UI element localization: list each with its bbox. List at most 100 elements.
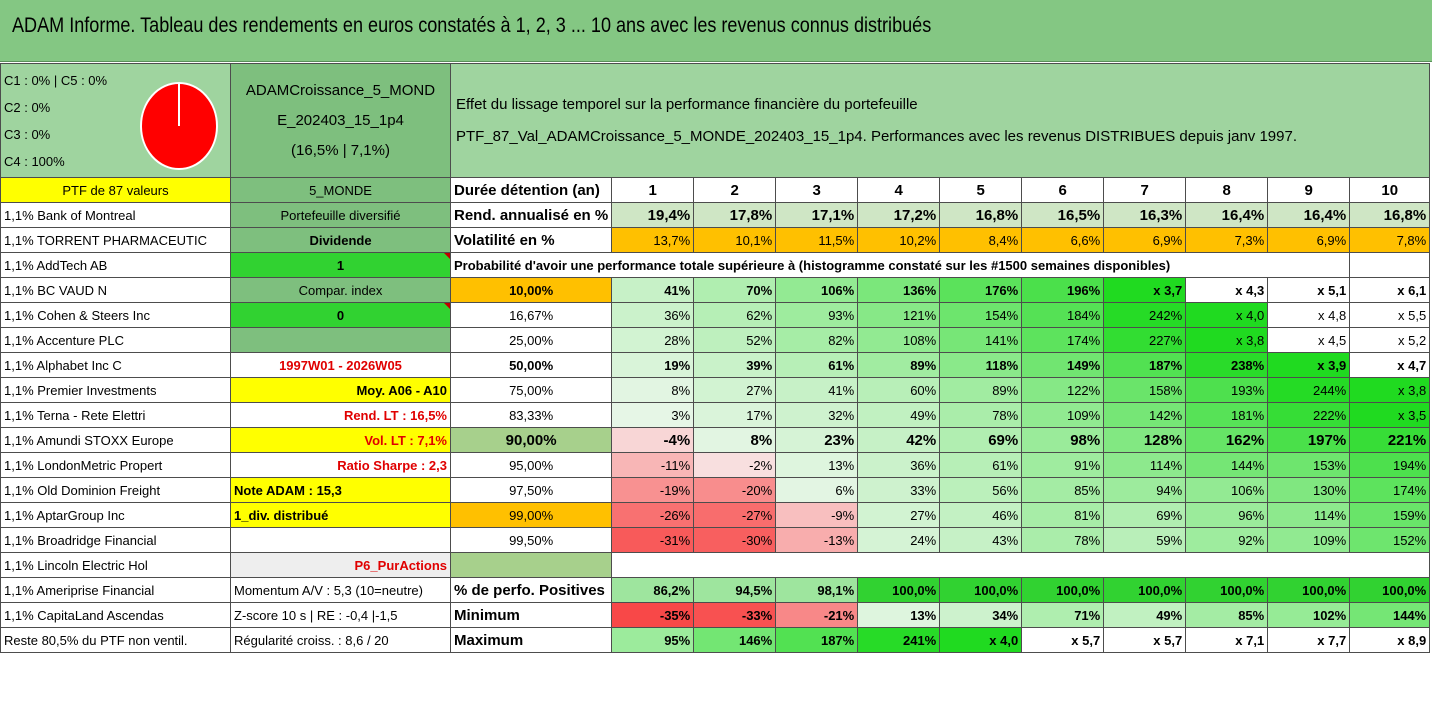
performance-value: 197% xyxy=(1267,427,1351,453)
performance-value: 194% xyxy=(1349,452,1431,478)
performance-value: 49% xyxy=(857,402,941,428)
probability-level: 75,00% xyxy=(449,377,613,403)
performance-value: 118% xyxy=(939,352,1023,378)
holding-name: 1,1% Accenture PLC xyxy=(0,327,231,353)
vol-value: 8,4% xyxy=(939,227,1023,253)
stat-value: -21% xyxy=(775,602,859,628)
stat-value: 34% xyxy=(939,602,1023,628)
year-header: 3 xyxy=(775,177,859,203)
info-cell: Portefeuille diversifié xyxy=(230,202,451,228)
performance-value: 242% xyxy=(1103,302,1187,328)
performance-value: 33% xyxy=(857,477,941,503)
performance-value: 187% xyxy=(1103,352,1187,378)
performance-value: x 4,3 xyxy=(1185,277,1269,303)
performance-table: C1 : 0% | C5 : 0% C2 : 0% C3 : 0% C4 : 100%… xyxy=(0,63,1431,653)
info-cell: 1_div. distribué xyxy=(230,502,451,528)
rend-value: 16,5% xyxy=(1021,202,1105,228)
ptf-label: PTF de 87 valeurs xyxy=(0,177,231,203)
year-header: 2 xyxy=(693,177,777,203)
info-cell: Z-score 10 s | RE : -0,4 |-1,5 xyxy=(230,602,451,628)
rend-value: 19,4% xyxy=(611,202,695,228)
table-row: Reste 80,5% du PTF non ventil. Régularité… xyxy=(0,627,1431,653)
performance-value: -13% xyxy=(775,527,859,553)
stat-value: 49% xyxy=(1103,602,1187,628)
vol-value: 11,5% xyxy=(775,227,859,253)
probability-level: 83,33% xyxy=(449,402,613,428)
vol-value: 6,9% xyxy=(1103,227,1187,253)
info-cell: Moy. A06 - A10 xyxy=(230,377,451,403)
performance-value: 91% xyxy=(1021,452,1105,478)
performance-value: 36% xyxy=(611,302,695,328)
rend-value: 17,2% xyxy=(857,202,941,228)
comment-marker-icon xyxy=(444,253,450,259)
performance-value: -27% xyxy=(693,502,777,528)
performance-value: 27% xyxy=(857,502,941,528)
stat-value: 94,5% xyxy=(693,577,777,603)
performance-value: -30% xyxy=(693,527,777,553)
performance-value: 152% xyxy=(1349,527,1431,553)
stat-value: 241% xyxy=(857,627,941,653)
vol-value: 6,6% xyxy=(1021,227,1105,253)
year-header: 7 xyxy=(1103,177,1187,203)
performance-value: 159% xyxy=(1349,502,1431,528)
info-cell: Note ADAM : 15,3 xyxy=(230,477,451,503)
rend-value: 17,8% xyxy=(693,202,777,228)
effet-description-cell: Effet du lissage temporel sur la perform… xyxy=(449,63,1431,178)
stat-value: 146% xyxy=(693,627,777,653)
info-cell: Rend. LT : 16,5% xyxy=(230,402,451,428)
performance-value: x 4,5 xyxy=(1267,327,1351,353)
info-cell: 1997W01 - 2026W05 xyxy=(230,352,451,378)
info-cell xyxy=(230,327,451,353)
spacer-cell xyxy=(449,552,613,578)
performance-value: 244% xyxy=(1267,377,1351,403)
table-row: 1,1% Premier Investments Moy. A06 - A10 75… xyxy=(0,377,1431,403)
year-header: 4 xyxy=(857,177,941,203)
holding-name: 1,1% Broadridge Financial xyxy=(0,527,231,553)
table-row: 1,1% AddTech AB 1 Probabilité d'avoir une … xyxy=(0,252,1431,278)
performance-value: -31% xyxy=(611,527,695,553)
performance-value: 98% xyxy=(1021,427,1105,453)
class-breakdown-cell: C1 : 0% | C5 : 0% C2 : 0% C3 : 0% C4 : 100% xyxy=(0,63,231,178)
stat-value: x 8,9 xyxy=(1349,627,1431,653)
table-row: 1,1% LondonMetric Propert Ratio Sharpe : … xyxy=(0,452,1431,478)
info-cell: P6_PurActions xyxy=(230,552,451,578)
performance-value: 114% xyxy=(1267,502,1351,528)
portfolio-name-cell: ADAMCroissance_5_MOND E_202403_15_1p4 (16,… xyxy=(230,63,451,178)
year-header: 8 xyxy=(1185,177,1269,203)
performance-value: -4% xyxy=(611,427,695,453)
rend-label: Rend. annualisé en % xyxy=(449,202,613,228)
table-row: 1,1% Broadridge Financial 99,50% -31% -30% -… xyxy=(0,527,1431,553)
year-header: 10 xyxy=(1349,177,1431,203)
performance-value: 8% xyxy=(611,377,695,403)
rend-value: 16,4% xyxy=(1185,202,1269,228)
stat-value: 86,2% xyxy=(611,577,695,603)
performance-value: 62% xyxy=(693,302,777,328)
performance-value: 109% xyxy=(1267,527,1351,553)
vol-value: 10,1% xyxy=(693,227,777,253)
title-bar: ADAM Informe. Tableau des rendements en … xyxy=(0,0,1432,62)
performance-value: 144% xyxy=(1185,452,1269,478)
duree-label: Durée détention (an) xyxy=(449,177,613,203)
stat-value: 100,0% xyxy=(1021,577,1105,603)
info-cell: Vol. LT : 7,1% xyxy=(230,427,451,453)
performance-value: -19% xyxy=(611,477,695,503)
performance-value: 227% xyxy=(1103,327,1187,353)
holding-name: 1,1% Old Dominion Freight xyxy=(0,477,231,503)
table-row: 1,1% Lincoln Electric Hol P6_PurActions xyxy=(0,552,1431,578)
header-row: C1 : 0% | C5 : 0% C2 : 0% C3 : 0% C4 : 100%… xyxy=(0,63,1431,178)
table-row: 1,1% Cohen & Steers Inc 0 16,67% 36% 62% 93% 1… xyxy=(0,302,1431,328)
year-header: 9 xyxy=(1267,177,1351,203)
blank-area xyxy=(611,552,1431,578)
holding-name: 1,1% Terna - Rete Elettri xyxy=(0,402,231,428)
performance-value: 158% xyxy=(1103,377,1187,403)
performance-value: x 4,0 xyxy=(1185,302,1269,328)
performance-value: 149% xyxy=(1021,352,1105,378)
stat-value: 100,0% xyxy=(857,577,941,603)
stat-value: x 4,0 xyxy=(939,627,1023,653)
stat-value: x 5,7 xyxy=(1103,627,1187,653)
holding-name: 1,1% CapitaLand Ascendas xyxy=(0,602,231,628)
performance-value: 136% xyxy=(857,277,941,303)
holding-name: 1,1% TORRENT PHARMACEUTIC xyxy=(0,227,231,253)
probability-level: 90,00% xyxy=(449,427,613,453)
stat-label: % de perfo. Positives xyxy=(449,577,613,603)
